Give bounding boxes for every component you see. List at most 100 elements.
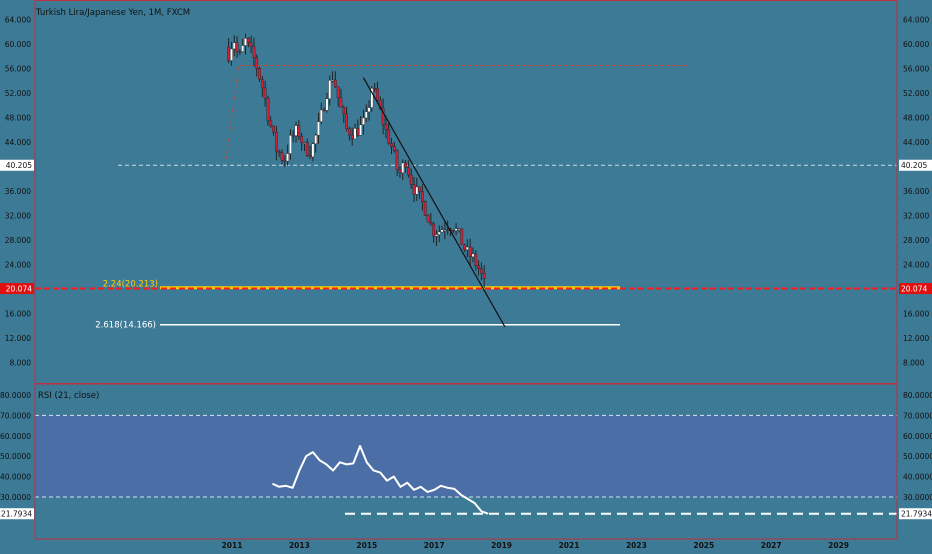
candle <box>356 128 360 136</box>
rsi-tick-left: 40.0000 <box>0 473 31 482</box>
candle <box>468 246 472 257</box>
price-tick-right: 48.000 <box>903 114 929 123</box>
candle <box>241 45 245 52</box>
time-tick: 2013 <box>289 541 310 550</box>
candle <box>350 134 354 140</box>
candle <box>272 125 275 133</box>
fib-2618-label: 2.618(14.166) <box>95 321 156 331</box>
price-tick-left: 52.000 <box>5 89 31 98</box>
price-tick-right: 36.000 <box>903 187 929 196</box>
candle <box>311 143 315 158</box>
candle <box>314 134 318 144</box>
price-tick-left: 56.000 <box>5 65 31 74</box>
rsi-tick-left: 50.0000 <box>0 452 31 461</box>
price-tick-left: 28.000 <box>5 236 31 245</box>
svg-text:40.205: 40.205 <box>6 161 32 170</box>
svg-text:20.074: 20.074 <box>901 285 927 294</box>
rsi-tick-right: 60.0000 <box>903 432 932 441</box>
candle <box>286 153 290 162</box>
level-40205-badge-left: 40.205 <box>0 159 34 171</box>
level-current-badge-right: 20.074 <box>899 283 932 295</box>
level-current-badge-left: 20.074 <box>0 283 34 295</box>
price-tick-left: 12.000 <box>5 334 31 343</box>
candle <box>303 142 306 144</box>
level-40205-badge-right: 40.205 <box>899 159 932 171</box>
price-tick-right: 52.000 <box>903 89 929 98</box>
candle <box>443 229 447 231</box>
rsi-tick-right: 30.0000 <box>903 493 932 502</box>
time-tick: 2021 <box>559 541 580 550</box>
rsi-tick-right: 70.0000 <box>903 411 932 420</box>
candle <box>255 57 259 69</box>
candle <box>412 184 416 195</box>
candle <box>415 186 419 195</box>
rsi-pane-frame <box>34 383 898 540</box>
rsi-tick-left: 60.0000 <box>0 432 31 441</box>
price-tick-left: 24.000 <box>5 261 31 270</box>
trendline[interactable] <box>362 77 506 328</box>
candle <box>362 117 365 125</box>
price-tick-left: 8.000 <box>10 359 32 368</box>
candle <box>308 155 312 158</box>
rsi-last-badge-left: 21.7934 <box>0 508 34 520</box>
svg-text:21.7934: 21.7934 <box>901 510 932 519</box>
main-chart-title: Turkish Lira/Japanese Yen, 1M, FXCM <box>35 8 190 18</box>
price-tick-right: 24.000 <box>903 261 929 270</box>
price-tick-right: 12.000 <box>903 334 929 343</box>
time-tick: 2027 <box>761 541 782 550</box>
candle <box>387 129 391 144</box>
candle <box>398 169 402 174</box>
candle <box>406 167 410 176</box>
candle <box>300 136 304 144</box>
price-tick-left: 60.000 <box>5 40 31 49</box>
candle <box>423 201 427 216</box>
time-tick: 2019 <box>491 541 512 550</box>
rsi-tick-right: 80.0000 <box>903 391 932 400</box>
candle <box>347 128 351 136</box>
candle <box>426 214 430 223</box>
fib-224-label: 2.24(20.213) <box>103 280 158 290</box>
candle <box>322 109 326 112</box>
candle <box>454 228 458 231</box>
rsi-tick-left: 30.0000 <box>0 493 31 502</box>
candle <box>392 146 396 151</box>
candle <box>258 68 261 80</box>
rsi-title: RSI (21, close) <box>38 391 99 401</box>
candle <box>437 231 441 235</box>
candle <box>390 143 393 147</box>
candle <box>294 125 298 136</box>
svg-text:21.7934: 21.7934 <box>1 510 32 519</box>
candle <box>381 107 385 125</box>
rsi-tick-left: 70.0000 <box>0 411 31 420</box>
candle <box>249 42 253 47</box>
candle <box>283 160 287 162</box>
candle <box>367 107 371 113</box>
candle <box>336 86 340 98</box>
svg-text:40.205: 40.205 <box>901 161 927 170</box>
price-tick-right: 8.000 <box>903 359 925 368</box>
time-tick: 2025 <box>693 541 714 550</box>
candle <box>345 113 348 129</box>
candle <box>232 42 236 50</box>
candle <box>376 88 379 101</box>
candle <box>263 87 267 99</box>
candle <box>291 135 295 137</box>
candle <box>429 222 433 225</box>
rsi-tick-right: 40.0000 <box>903 473 932 482</box>
candle <box>404 162 407 168</box>
candle <box>280 152 284 161</box>
candle <box>418 186 421 192</box>
rsi-tick-left: 80.0000 <box>0 391 31 400</box>
candle <box>451 230 455 232</box>
rsi-band <box>35 415 897 497</box>
price-tick-right: 60.000 <box>903 40 929 49</box>
candle <box>359 124 363 136</box>
time-tick: 2023 <box>626 541 647 550</box>
candle <box>409 174 413 185</box>
candle <box>432 223 436 237</box>
candle <box>421 191 424 202</box>
candle <box>440 229 444 233</box>
time-tick: 2015 <box>356 541 377 550</box>
time-tick: 2011 <box>222 541 243 550</box>
